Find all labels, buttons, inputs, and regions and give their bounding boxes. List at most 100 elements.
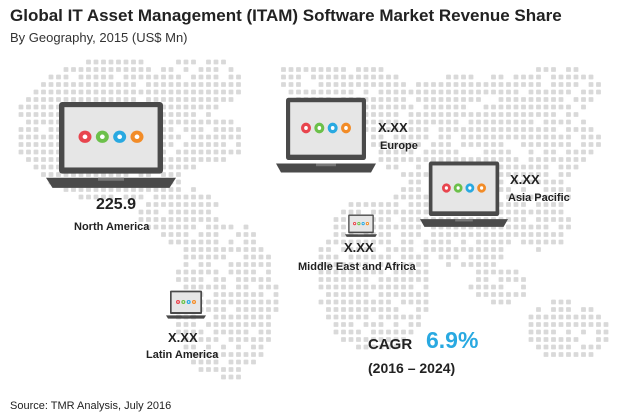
map-dot (348, 202, 354, 207)
map-dot (543, 112, 549, 117)
laptop-icon (345, 214, 377, 238)
map-dot (558, 224, 564, 230)
map-dot (213, 89, 219, 95)
map-dot (491, 232, 496, 237)
map-dot (536, 67, 541, 72)
map-dot (236, 269, 241, 275)
map-dot (431, 142, 436, 147)
map-dot (243, 299, 249, 305)
map-dot (438, 134, 444, 140)
map-dot (213, 217, 219, 222)
map-dot (318, 299, 324, 305)
source-note: Source: TMR Analysis, July 2016 (10, 400, 172, 412)
map-dot (536, 179, 541, 185)
map-dot (483, 247, 489, 252)
map-dot (461, 127, 466, 132)
map-dot (371, 269, 376, 275)
map-dot (408, 119, 414, 125)
map-dot (326, 89, 331, 95)
map-dot (213, 104, 219, 110)
map-dot (378, 209, 384, 215)
map-dot (498, 89, 504, 95)
map-dot (468, 262, 474, 267)
map-dot (153, 187, 159, 192)
map-dot (498, 97, 504, 102)
map-dot (401, 157, 406, 162)
map-dot (483, 112, 489, 117)
map-dot (566, 164, 571, 170)
map-dot (498, 277, 504, 282)
map-dot (453, 82, 459, 87)
map-dot (251, 344, 256, 350)
map-dot (386, 337, 391, 342)
map-dot (476, 89, 481, 95)
map-dot (558, 194, 564, 200)
map-dot (483, 292, 489, 297)
map-dot (191, 277, 196, 282)
map-dot (93, 59, 99, 65)
map-dot (506, 194, 511, 200)
map-dot (483, 239, 489, 245)
map-dot (33, 89, 39, 95)
map-dot (131, 97, 136, 102)
map-dot (363, 299, 369, 305)
map-dot (551, 322, 556, 327)
region-value-middle-east-africa: X.XX (344, 240, 374, 255)
map-dot (408, 292, 414, 297)
map-dot (528, 224, 534, 230)
map-dot (438, 104, 444, 110)
map-dot (191, 284, 196, 290)
map-dot (386, 157, 391, 162)
map-dot (498, 239, 504, 245)
map-dot (236, 307, 241, 312)
map-dot (408, 209, 414, 215)
laptop-icon (46, 100, 176, 192)
map-dot (378, 112, 384, 117)
map-dot (198, 149, 204, 155)
map-dot (363, 269, 369, 275)
map-dot (146, 89, 151, 95)
map-dot (431, 119, 436, 125)
map-dot (588, 149, 594, 155)
map-dot (116, 89, 121, 95)
map-dot (543, 149, 549, 155)
map-dot (371, 307, 376, 312)
map-dot (521, 194, 526, 200)
map-dot (206, 307, 211, 312)
map-dot (191, 89, 196, 95)
map-dot (341, 292, 346, 297)
map-dot (356, 344, 361, 350)
map-dot (363, 202, 369, 207)
map-dot (551, 157, 556, 162)
map-dot (408, 89, 414, 95)
map-dot (401, 194, 406, 200)
map-dot (33, 97, 39, 102)
map-dot (416, 157, 421, 162)
map-dot (183, 97, 189, 102)
map-dot (446, 149, 451, 155)
map-dot (566, 217, 571, 222)
map-dot (33, 127, 39, 132)
map-dot (558, 337, 564, 342)
map-dot (393, 337, 399, 342)
map-dot (63, 74, 69, 80)
map-dot (101, 59, 106, 65)
map-dot (371, 254, 376, 260)
map-dot (378, 134, 384, 140)
map-dot (438, 247, 444, 252)
map-dot (371, 344, 376, 350)
map-dot (528, 322, 534, 327)
map-dot (446, 157, 451, 162)
map-dot (333, 74, 339, 80)
map-dot (78, 82, 84, 87)
map-dot (213, 149, 219, 155)
map-dot (371, 142, 376, 147)
map-dot (206, 112, 211, 117)
map-dot (483, 277, 489, 282)
map-dot (483, 142, 489, 147)
map-dot (258, 307, 264, 312)
map-dot (183, 149, 189, 155)
map-dot (153, 74, 159, 80)
map-dot (138, 74, 144, 80)
map-dot (483, 232, 489, 237)
